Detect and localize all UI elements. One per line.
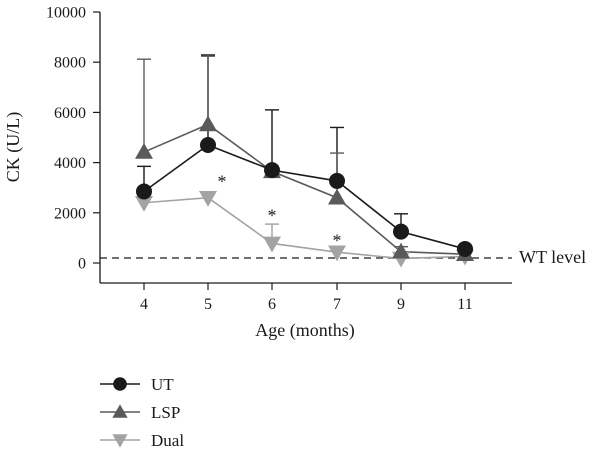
lsp-legend-label: LSP (151, 403, 180, 422)
ut-point (457, 240, 473, 257)
dual-point (135, 196, 153, 212)
x-tick-label: 6 (268, 296, 276, 313)
ut-point (329, 172, 345, 189)
y-tick-label: 6000 (54, 105, 86, 122)
data-markers (135, 115, 474, 268)
lsp-legend-marker (112, 404, 128, 418)
ut-point (264, 162, 280, 179)
lsp-point (135, 143, 153, 159)
ut-legend-marker (113, 377, 127, 391)
y-axis-title: CK (U/L) (3, 112, 24, 183)
y-tick-label: 2000 (54, 205, 86, 222)
x-tick-label: 7 (333, 296, 341, 313)
x-axis-title: Age (months) (255, 320, 354, 341)
ut-point (136, 183, 152, 200)
legend: UT LSP Dual (100, 375, 184, 450)
significance-star: * (218, 171, 227, 191)
x-tick-label: 5 (204, 296, 212, 313)
x-tick-label: 11 (457, 296, 472, 313)
dual-point (328, 245, 346, 262)
dual-point (199, 190, 217, 207)
y-tick-label: 10000 (46, 5, 86, 22)
ut-legend-label: UT (151, 375, 174, 394)
y-axis-ticks: 0 2000 4000 6000 8000 10000 (46, 5, 100, 273)
lsp-point (328, 188, 346, 205)
wt-level-label: WT level (519, 247, 586, 267)
ut-point (200, 137, 216, 154)
series-lines (143, 123, 466, 260)
ut-point (393, 223, 409, 240)
dual-series-line (143, 196, 466, 260)
dual-point (263, 236, 281, 253)
significance-star: * (333, 230, 342, 250)
y-tick-label: 8000 (54, 55, 86, 72)
x-tick-label: 9 (397, 296, 405, 313)
x-axis-ticks: 4 5 6 7 9 11 (140, 283, 473, 313)
ut-series-line (143, 144, 466, 250)
dual-legend-marker (112, 434, 128, 448)
lsp-point (392, 242, 410, 259)
lsp-series-line (143, 123, 466, 256)
y-tick-label: 4000 (54, 155, 86, 172)
x-tick-label: 4 (140, 296, 148, 313)
significance-markers: * * * (218, 171, 342, 250)
dual-legend-label: Dual (151, 431, 184, 450)
lsp-point (199, 115, 217, 132)
y-tick-label: 0 (78, 256, 86, 273)
significance-star: * (268, 205, 277, 225)
